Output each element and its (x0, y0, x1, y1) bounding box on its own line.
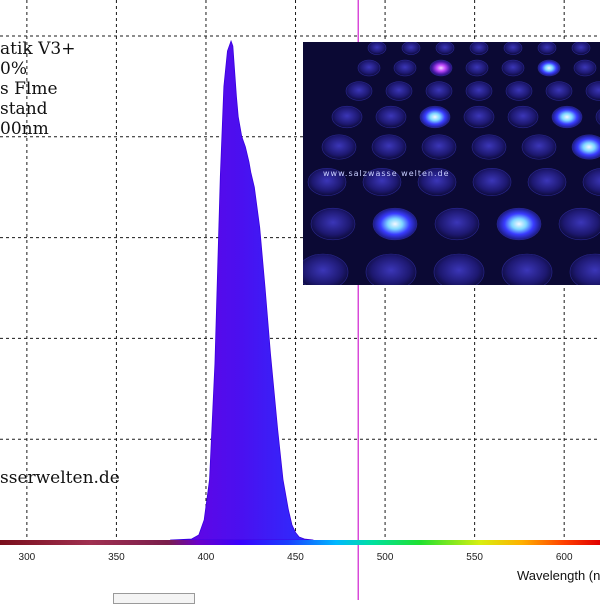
led-lens (569, 253, 600, 285)
led-lens (371, 134, 407, 160)
led-lens (558, 207, 600, 241)
led-lens (419, 105, 451, 129)
led-lens (472, 168, 512, 196)
led-lens (425, 81, 453, 101)
led-lens (375, 105, 407, 129)
led-lens (345, 81, 373, 101)
led-lens (362, 168, 402, 196)
x-tick-label-500: 500 (377, 552, 394, 563)
led-lens (465, 59, 489, 77)
x-tick-label-300: 300 (19, 552, 36, 563)
led-lens (417, 168, 457, 196)
led-lens (365, 253, 417, 285)
caption-line-4: stand (0, 99, 48, 119)
led-lens (429, 59, 453, 77)
led-lens (463, 105, 495, 129)
site-watermark: sserwelten.de (0, 468, 120, 488)
led-lens (496, 207, 542, 241)
led-lens (537, 42, 557, 55)
status-input-box[interactable] (113, 593, 195, 604)
x-tick-label-600: 600 (556, 552, 573, 563)
led-array-image (303, 42, 600, 285)
led-lens (521, 134, 557, 160)
led-lens (331, 105, 363, 129)
series-area (170, 39, 314, 541)
led-lens (303, 253, 349, 285)
x-tick-labels: 300 350 400 450 500 550 600 (19, 552, 573, 563)
led-lens (507, 105, 539, 129)
caption-line-3: s Flme (0, 79, 58, 99)
x-axis-label: Wavelength (n (517, 568, 600, 583)
led-lens (357, 59, 381, 77)
led-lens (505, 81, 533, 101)
led-lens (434, 207, 480, 241)
series-area-0 (170, 39, 314, 541)
led-lens (372, 207, 418, 241)
led-lens (551, 105, 583, 129)
x-tick-label-350: 350 (108, 552, 125, 563)
led-lens (501, 59, 525, 77)
led-lens (573, 59, 597, 77)
led-lens (527, 168, 567, 196)
led-lens (401, 42, 421, 55)
led-lens (367, 42, 387, 55)
led-lens (571, 42, 591, 55)
caption-line-2: 0% (0, 59, 27, 79)
led-lens (503, 42, 523, 55)
inset-background (303, 42, 600, 285)
led-lens (545, 81, 573, 101)
x-tick-label-450: 450 (287, 552, 304, 563)
led-lens (393, 59, 417, 77)
led-lens (421, 134, 457, 160)
led-lens (307, 168, 347, 196)
led-lens (471, 134, 507, 160)
x-tick-label-400: 400 (198, 552, 215, 563)
led-lens (595, 109, 600, 125)
led-lens (501, 253, 553, 285)
led-lens (537, 59, 561, 77)
led-lens (585, 81, 600, 101)
led-lens (469, 42, 489, 55)
led-lens (310, 207, 356, 241)
led-lens (385, 81, 413, 101)
led-lens (582, 168, 600, 196)
x-tick-label-550: 550 (466, 552, 483, 563)
led-lens (435, 42, 455, 55)
led-lens (433, 253, 485, 285)
caption-line-5: 00nm (0, 119, 49, 139)
caption-line-1: atik V3+ (0, 39, 76, 59)
led-lens (321, 134, 357, 160)
inset-watermark-text: www.salzwasse welten.de (323, 169, 450, 178)
spectrum-color-bar (0, 540, 600, 545)
led-photo-inset: www.salzwasse welten.de (303, 42, 600, 285)
led-lens (571, 134, 600, 160)
led-lens (465, 81, 493, 101)
